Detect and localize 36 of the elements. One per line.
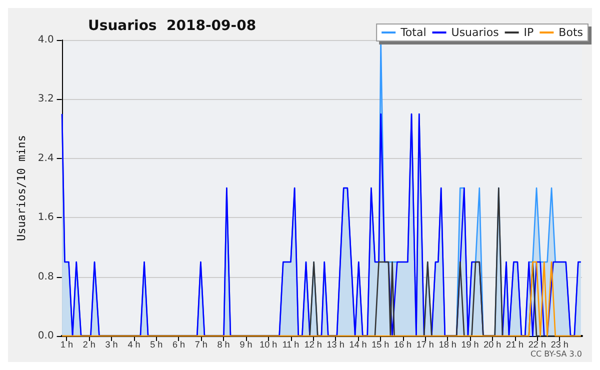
x-tick-label: 8 h [217,340,230,350]
x-tick-label: 6 h [172,340,186,350]
x-tick-label: 16 h [394,340,412,350]
y-tick-label: 3.2 [38,94,54,105]
y-tick-label: 0.8 [38,271,54,282]
legend-label: IP [524,26,534,39]
x-tick-label: 3 h [105,340,118,350]
x-tick-label: 10 h [260,340,278,350]
x-tick-label: 15 h [372,340,390,350]
x-tick-label: 13 h [326,340,344,350]
x-tick-label: 12 h [304,340,322,350]
x-tick-label: 23 h [550,340,568,350]
y-tick-label: 4.0 [38,34,54,46]
x-tick-label: 22 h [528,340,546,350]
x-tick-label: 18 h [438,340,456,350]
x-tick-label: 19 h [461,340,479,350]
x-tick-label: 17 h [416,340,434,350]
y-axis-title: Usuarios/10 mins [15,135,28,241]
legend-label: Bots [558,26,584,39]
x-tick-label: 20 h [484,340,502,350]
x-tick-label: 5 h [150,340,163,350]
x-tick-label: 4 h [128,340,140,350]
chart-title: Usuarios 2018-09-08 [88,18,256,34]
x-tick-label: 9 h [240,340,252,350]
x-tick-label: 11 h [282,340,300,350]
y-tick-label: 1.6 [38,212,54,224]
x-tick-label: 2 h [82,340,96,350]
legend-label: Total [400,26,426,39]
x-tick-label: 21 h [506,340,524,350]
legend-label: Usuarios [451,26,500,39]
y-tick-label: 2.4 [38,152,54,164]
text: CC BY-SA 3.0 [530,350,582,358]
y-tick-label: 0.0 [38,330,54,342]
x-tick-label: 7 h [194,340,208,350]
x-tick-label: 14 h [349,340,367,350]
x-tick-label: 1 h [60,340,73,350]
